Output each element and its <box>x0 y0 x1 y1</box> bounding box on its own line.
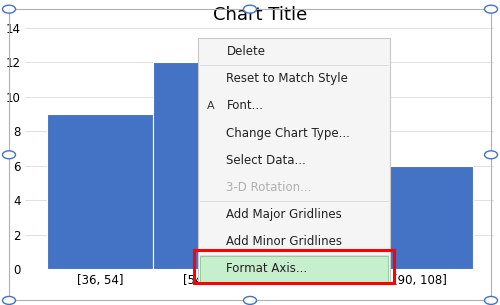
Bar <box>46 114 154 269</box>
Text: Add Minor Gridlines: Add Minor Gridlines <box>226 235 342 248</box>
Text: Reset to Match Style: Reset to Match Style <box>226 72 348 85</box>
Text: 3-D Rotation...: 3-D Rotation... <box>226 181 312 194</box>
Text: Delete: Delete <box>226 45 266 58</box>
Text: Format Axis...: Format Axis... <box>226 262 308 275</box>
Title: Chart Title: Chart Title <box>213 5 307 23</box>
Text: Select Data...: Select Data... <box>226 154 306 167</box>
Text: Add Major Gridlines: Add Major Gridlines <box>226 208 342 221</box>
Text: Change Chart Type...: Change Chart Type... <box>226 127 350 139</box>
Text: Font...: Font... <box>226 99 264 113</box>
Bar <box>366 166 473 269</box>
Bar <box>154 63 260 269</box>
Text: A: A <box>206 101 214 111</box>
Bar <box>260 45 366 269</box>
